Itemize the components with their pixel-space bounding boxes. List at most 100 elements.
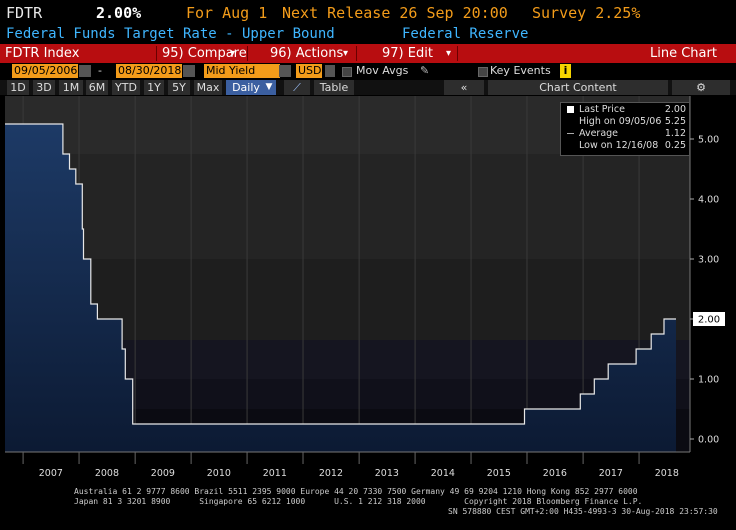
chart-legend[interactable]: Last Price 2.00 High on 09/05/06 5.25 Av…	[560, 102, 690, 156]
x-tick-label: 2012	[319, 468, 343, 479]
toolbar-divider	[247, 46, 248, 61]
legend-value: 0.25	[664, 140, 686, 151]
key-events-checkbox[interactable]	[478, 67, 488, 77]
y-tick-label: 4.00	[698, 195, 719, 206]
toolbar-divider	[356, 46, 357, 61]
price-chart[interactable]: 5.00 4.00 3.00 2.00 1.00 0.00 2007 2008 2009 201…	[0, 96, 736, 530]
key-events-label: Key Events	[490, 64, 551, 77]
actions-dropdown-icon[interactable]: ▾	[343, 48, 349, 59]
legend-row: High on 09/05/06 5.25	[561, 116, 689, 128]
legend-label: High on 09/05/06	[579, 116, 662, 127]
period-1m[interactable]: 1M	[59, 80, 83, 95]
last-price-label: 2.00	[698, 315, 720, 326]
header-line-1: FDTR 2.00% For Aug 1 Next Release 26 Sep…	[6, 4, 730, 24]
y-tick-label: 1.00	[698, 375, 719, 386]
frequency-dropdown-icon[interactable]: ▼	[262, 80, 276, 95]
chart-content-label: Chart Content	[539, 81, 617, 94]
y-tick-label: 0.00	[698, 435, 719, 446]
toolbar-divider	[156, 46, 157, 61]
legend-value: 1.12	[664, 128, 686, 139]
x-tick-label: 2013	[375, 468, 399, 479]
survey: Survey 2.25%	[532, 4, 641, 22]
mov-avgs-label: Mov Avgs	[356, 64, 409, 77]
end-date-field[interactable]: 08/30/2018	[116, 64, 182, 78]
source: Federal Reserve	[402, 26, 529, 42]
edit-button[interactable]: 97) Edit	[382, 46, 433, 61]
period-3d[interactable]: 3D	[33, 80, 55, 95]
collapse-button[interactable]: «	[444, 80, 484, 95]
edit-dropdown-icon[interactable]: ▾	[446, 48, 452, 59]
period-ytd[interactable]: YTD	[112, 80, 140, 95]
legend-swatch	[567, 118, 574, 125]
compare-dropdown-icon[interactable]: ▾	[230, 48, 236, 59]
last-price-marker: 2.00	[693, 312, 725, 326]
period-6m[interactable]: 6M	[86, 80, 108, 95]
next-release: Next Release 26 Sep 20:00	[282, 4, 508, 22]
legend-value: 5.25	[664, 116, 686, 127]
field-dropdown-icon[interactable]	[279, 65, 291, 77]
ticker: FDTR	[6, 4, 43, 22]
legend-label: Average	[579, 128, 619, 139]
x-tick-label: 2018	[655, 468, 679, 479]
x-tick-label: 2016	[543, 468, 567, 479]
period-bar: 1D 3D 1M 6M YTD 1Y 5Y Max Daily ▼ ⟋ Tabl…	[0, 80, 736, 95]
period-1d[interactable]: 1D	[7, 80, 29, 95]
legend-row: Average 1.12	[561, 128, 689, 140]
legend-label: Low on 12/16/08	[579, 140, 659, 151]
legend-swatch	[567, 133, 574, 134]
x-tick-label: 2007	[39, 468, 63, 479]
calendar-icon[interactable]	[183, 65, 195, 77]
start-date-field[interactable]: 09/05/2006	[12, 64, 78, 78]
chart-band	[5, 154, 690, 259]
legend-swatch	[567, 142, 574, 149]
table-button[interactable]: Table	[314, 80, 354, 95]
y-tick-label: 5.00	[698, 135, 719, 146]
header-line-2: Federal Funds Target Rate - Upper Bound …	[6, 26, 730, 44]
footer-contacts-2: Japan 81 3 3201 8900 Singapore 65 6212 1…	[74, 497, 643, 506]
period-1y[interactable]: 1Y	[144, 80, 164, 95]
period-5y[interactable]: 5Y	[168, 80, 190, 95]
footer-session: SN 578880 CEST GMT+2:00 H435-4993-3 30-A…	[448, 507, 718, 516]
y-tick-label: 3.00	[698, 255, 719, 266]
x-tick-label: 2017	[599, 468, 623, 479]
x-tick-label: 2008	[95, 468, 119, 479]
currency-select[interactable]: USD	[296, 64, 322, 78]
x-tick-label: 2011	[263, 468, 287, 479]
frequency-select[interactable]: Daily	[226, 80, 266, 95]
for-date: For Aug 1	[186, 4, 268, 22]
chart-content-button[interactable]: Chart Content	[488, 80, 668, 95]
pen-icon[interactable]: ✎	[420, 64, 430, 77]
security-description: Federal Funds Target Rate - Upper Bound	[6, 26, 335, 42]
x-tick-label: 2010	[207, 468, 231, 479]
period-max[interactable]: Max	[194, 80, 222, 95]
x-tick-label: 2014	[431, 468, 455, 479]
footer-contacts-1: Australia 61 2 9777 8600 Brazil 5511 239…	[74, 487, 638, 496]
info-icon[interactable]: i	[560, 64, 571, 78]
date-separator: -	[98, 64, 102, 77]
chart-controls: 09/05/2006 - 08/30/2018 Mid Yield USD Mo…	[0, 63, 736, 79]
y-axis: 5.00 4.00 3.00 2.00 1.00 0.00	[689, 96, 719, 452]
legend-label: Last Price	[579, 104, 625, 115]
line-chart-icon[interactable]: ⟋	[284, 80, 310, 95]
function-toolbar: FDTR Index 95) Compare ▾ 96) Actions ▾ 9…	[0, 44, 736, 63]
x-tick-label: 2009	[151, 468, 175, 479]
security-name[interactable]: FDTR Index	[5, 46, 80, 61]
series-area	[5, 124, 676, 452]
last-value: 2.00%	[96, 4, 142, 22]
compare-button[interactable]: 95) Compare	[162, 46, 247, 61]
x-axis: 2007 2008 2009 2010 2011 2012 2013 2014 2015 2016…	[5, 451, 690, 479]
legend-swatch	[567, 106, 574, 113]
settings-icon[interactable]: ⚙	[672, 80, 730, 95]
last-price-box	[693, 312, 725, 326]
field-select[interactable]: Mid Yield	[204, 64, 280, 78]
legend-value: 2.00	[664, 104, 686, 115]
legend-row: Low on 12/16/08 0.25	[561, 140, 689, 152]
actions-button[interactable]: 96) Actions	[270, 46, 344, 61]
calendar-icon[interactable]	[79, 65, 91, 77]
chart-type-label[interactable]: Line Chart	[650, 46, 717, 61]
x-tick-label: 2015	[487, 468, 511, 479]
legend-row: Last Price 2.00	[561, 104, 689, 116]
mov-avgs-checkbox[interactable]	[342, 67, 352, 77]
toolbar-divider	[457, 46, 458, 61]
currency-dropdown-icon[interactable]	[325, 65, 335, 77]
